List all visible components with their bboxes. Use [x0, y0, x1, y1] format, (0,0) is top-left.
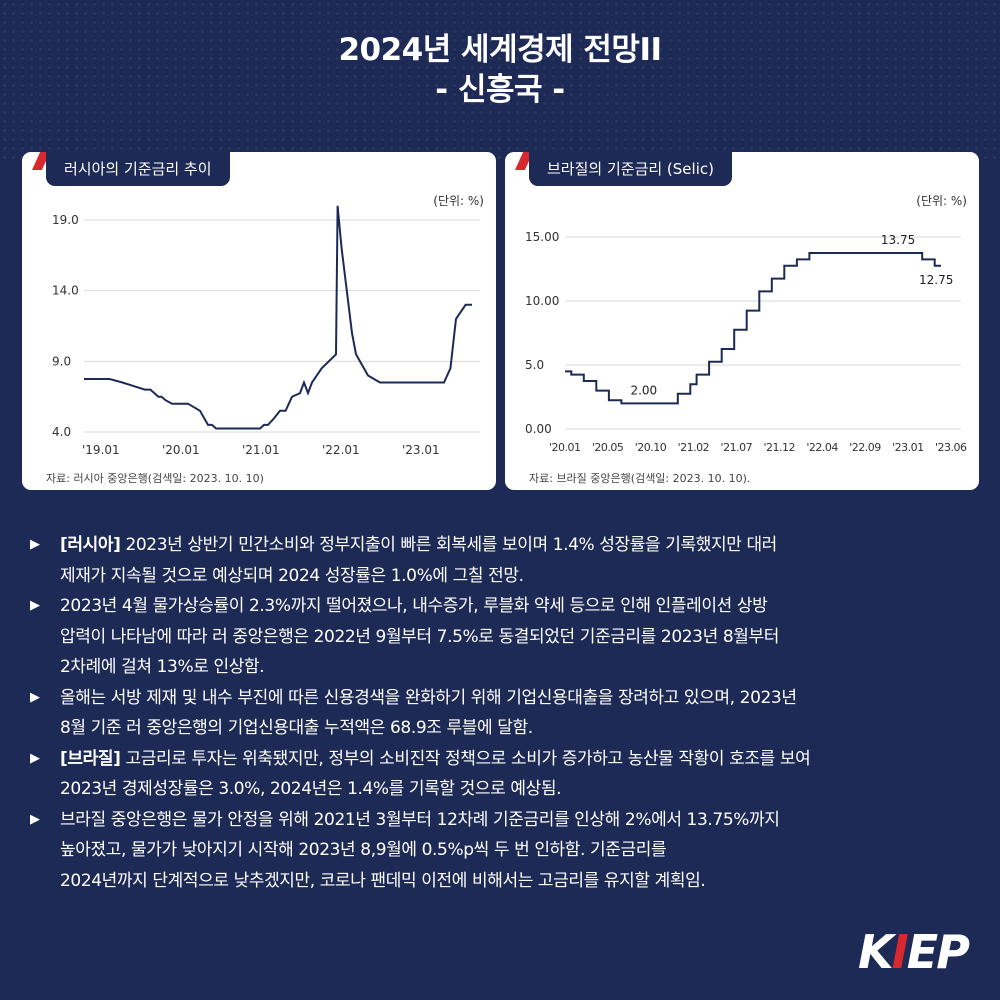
world-map-background: [0, 0, 1000, 160]
brazil-chart-title: 브라질의 기준금리 (Selic): [529, 152, 732, 186]
bullet-line: 높아졌고, 물가가 낮아지기 시작해 2023년 8,9월에 0.5%p씩 두 …: [60, 840, 667, 860]
bullet-line: 2차례에 걸쳐 13%로 인상함.: [60, 657, 265, 677]
brazil-selic-line: [565, 252, 941, 405]
bullet-line: 브라질 중앙은행은 물가 안정을 위해 2021년 3월부터 12차례 기준금리…: [60, 809, 780, 830]
bullet-line: 고금리로 투자는 위축됐지만, 정부의 소비진작 정책으로 소비가 증가하고 농…: [120, 748, 811, 769]
y-tick-label: 4.0: [52, 425, 71, 439]
bullet-line: 올해는 서방 제재 및 내수 부진에 따른 신용경색을 완화하기 위해 기업신용…: [60, 687, 797, 708]
x-tick-label: '20.01: [549, 441, 581, 454]
russia-rate-chart: 19.0 14.0 9.0 4.0 '19.01 '20.01 '21.01 '22.01 '2…: [52, 205, 480, 457]
kiep-logo: KIEP: [858, 925, 970, 979]
annotation-label: 12.75: [919, 273, 953, 287]
triangle-bullet-icon: ▶: [30, 598, 40, 613]
russia-rate-line: [84, 205, 472, 430]
x-tick-label: '20.05: [592, 441, 624, 454]
bullet-tag: [러시아]: [60, 535, 121, 555]
russia-chart-title: 러시아의 기준금리 추이: [46, 152, 230, 186]
x-tick-label: '20.01: [162, 443, 200, 457]
russia-unit-label: (단위: %): [433, 194, 484, 208]
x-tick-label: '22.04: [806, 441, 838, 454]
title-line-1: 2024년 세계경제 전망II: [338, 32, 662, 68]
y-tick-label: 0.00: [525, 422, 552, 436]
x-tick-label: '20.10: [635, 441, 667, 454]
x-tick-label: '22.01: [322, 443, 360, 457]
x-tick-label: '21.01: [242, 443, 280, 457]
x-tick-label: '21.12: [763, 441, 795, 454]
annotation-label: 13.75: [881, 233, 915, 247]
x-tick-label: '21.07: [721, 441, 753, 454]
bullet-item: ▶ 올해는 서방 제재 및 내수 부진에 따른 신용경색을 완화하기 위해 기업…: [30, 683, 980, 744]
russia-source: 자료: 러시아 중앙은행(검색일: 2023. 10. 10): [46, 472, 264, 485]
x-tick-label: '21.02: [678, 441, 710, 454]
brazil-chart-panel: 브라질의 기준금리 (Selic) (단위: %) 15.00 10.00 5.0 0…: [505, 152, 979, 490]
bullet-line: 2024년까지 단계적으로 낮추겠지만, 코로나 팬데믹 이전에 비해서는 고금…: [60, 870, 706, 891]
page-title: 2024년 세계경제 전망II - 신흥국 -: [0, 30, 1000, 110]
bullet-line: 2023년 경제성장률은 3.0%, 2024년은 1.4%를 기록할 것으로 …: [60, 779, 562, 799]
bullet-item: ▶ [브라질] 고금리로 투자는 위축됐지만, 정부의 소비진작 정책으로 소비…: [30, 744, 980, 805]
annotation-label: 2.00: [630, 383, 657, 397]
triangle-bullet-icon: ▶: [30, 689, 40, 705]
x-tick-label: '23.01: [892, 441, 924, 454]
title-line-2: - 신흥국 -: [435, 72, 565, 108]
x-tick-label: '23.01: [402, 443, 440, 457]
russia-chart-panel: 러시아의 기준금리 추이 (단위: %) 19.0 14.0 9.0 4.0 '19.0…: [22, 152, 496, 490]
bullet-list: ▶ [러시아] 2023년 상반기 민간소비와 정부지출이 빠른 회복세를 보이…: [30, 530, 980, 896]
y-tick-label: 15.00: [525, 230, 559, 244]
brazil-selic-chart: 15.00 10.00 5.0 0.00 '20.01 '20.05 '20.10 '21.0…: [525, 230, 968, 454]
brazil-source: 자료: 브라질 중앙은행(검색일: 2023. 10. 10).: [529, 472, 751, 485]
bullet-line: 2023년 4월 물가상승률이 2.3%까지 떨어졌으나, 내수증가, 루블화 …: [60, 596, 768, 616]
bullet-item: ▶ [러시아] 2023년 상반기 민간소비와 정부지출이 빠른 회복세를 보이…: [30, 530, 980, 591]
triangle-bullet-icon: ▶: [30, 750, 40, 766]
x-tick-label: '19.01: [82, 443, 120, 457]
triangle-bullet-icon: ▶: [30, 811, 40, 827]
triangle-bullet-icon: ▶: [30, 537, 40, 552]
x-tick-label: '23.06: [935, 441, 967, 454]
x-tick-label: '22.09: [849, 441, 881, 454]
bullet-item: ▶ 2023년 4월 물가상승률이 2.3%까지 떨어졌으나, 내수증가, 루블…: [30, 591, 980, 683]
y-tick-label: 5.0: [525, 358, 544, 372]
bullet-line: 8월 기준 러 중앙은행의 기업신용대출 누적액은 68.9조 루블에 달함.: [60, 718, 533, 738]
brazil-unit-label: (단위: %): [916, 194, 967, 208]
bullet-line: 제재가 지속될 것으로 예상되며 2024 성장률은 1.0%에 그칠 전망.: [60, 565, 524, 586]
bullet-line: 압력이 나타남에 따라 러 중앙은행은 2022년 9월부터 7.5%로 동결되…: [60, 626, 779, 647]
y-tick-label: 9.0: [52, 354, 71, 368]
bullet-item: ▶ 브라질 중앙은행은 물가 안정을 위해 2021년 3월부터 12차례 기준…: [30, 805, 980, 897]
bullet-line: 2023년 상반기 민간소비와 정부지출이 빠른 회복세를 보이며 1.4% 성…: [120, 535, 777, 555]
bullet-tag: [브라질]: [60, 748, 121, 769]
y-tick-label: 14.0: [52, 284, 79, 298]
y-tick-label: 19.0: [52, 213, 79, 227]
y-tick-label: 10.00: [525, 294, 559, 308]
